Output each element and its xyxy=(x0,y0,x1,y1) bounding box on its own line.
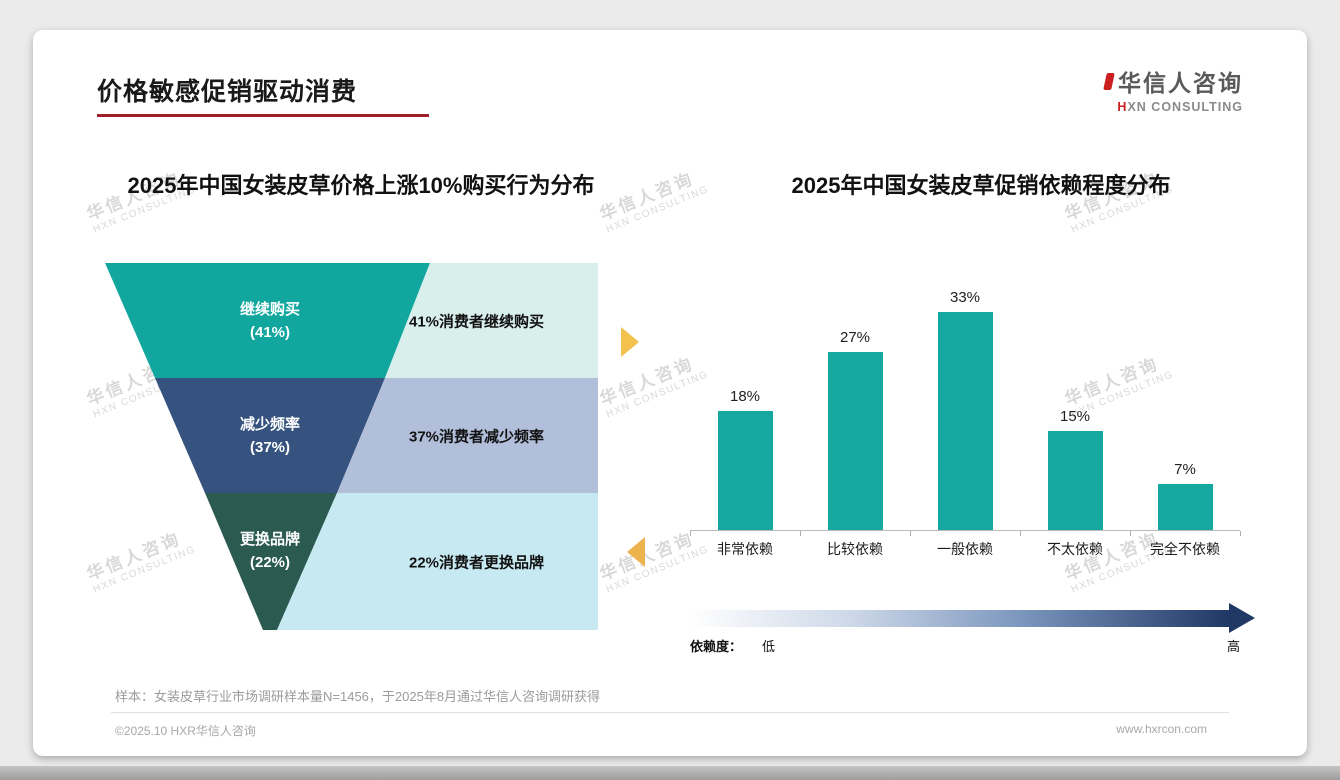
bar-group: 27% xyxy=(800,329,910,530)
funnel-row-reduce: 减少频率 (37%) 37%消费者减少频率 xyxy=(105,378,598,493)
funnel-segment-name: 减少频率 xyxy=(239,415,300,433)
funnel-segment-label: 减少频率 (37%) xyxy=(155,412,385,459)
funnel-annotation-label: 22%消费者更换品牌 xyxy=(408,554,545,571)
logo-name-cn: 华信人咨询 xyxy=(1118,70,1243,96)
logo-mark-icon xyxy=(1103,72,1115,90)
footer-copyright: ©2025.10 HXR华信人咨询 xyxy=(115,724,256,738)
dependency-gradient-arrow xyxy=(690,603,1255,633)
funnel-segment-label: 更换品牌 (22%) xyxy=(205,527,337,574)
dependency-axis-title: 依赖度： xyxy=(690,639,743,654)
funnel-segment-name: 继续购买 xyxy=(239,300,300,318)
connector-arrow-left-icon xyxy=(627,537,645,567)
funnel-annotation-label: 41%消费者继续购买 xyxy=(408,313,545,330)
axis-tick xyxy=(690,531,691,536)
dependency-axis-labels: 依赖度： 低 高 xyxy=(690,636,1240,655)
bar-group: 15% xyxy=(1020,408,1130,530)
bottom-strip xyxy=(0,766,1340,780)
axis-tick xyxy=(1020,531,1021,536)
bar xyxy=(1047,431,1103,530)
logo-name-en: HXN CONSULTING xyxy=(1117,100,1243,114)
funnel-annotation-label: 37%消费者减少频率 xyxy=(408,428,545,445)
funnel-segment-pct: (37%) xyxy=(249,438,290,456)
funnel-segment-pct: (22%) xyxy=(249,553,290,571)
slide-card: 华信人咨询 HXN CONSULTING 华信人咨询 HXN CONSULTING 华信… xyxy=(33,30,1307,756)
funnel-row-continue: 继续购买 (41%) 41%消费者继续购买 xyxy=(105,263,598,378)
footer-divider xyxy=(111,712,1229,713)
bar-value-label: 7% xyxy=(1174,460,1196,478)
bar-value-label: 18% xyxy=(729,388,761,406)
dependency-high-label: 高 xyxy=(1226,639,1240,654)
footer-website-link[interactable]: www.hxrcon.com xyxy=(1116,722,1207,736)
bar-category-label: 完全不依赖 xyxy=(1150,541,1220,557)
bar-value-label: 27% xyxy=(839,328,871,346)
funnel-segment-name: 更换品牌 xyxy=(239,530,300,548)
sample-note: 样本：女装皮草行业市场调研样本量N=1456，于2025年8月通过华信人咨询调研… xyxy=(115,689,601,704)
bar-value-label: 15% xyxy=(1059,408,1091,425)
dependency-low-group: 依赖度： 低 xyxy=(690,636,775,655)
funnel-chart-title: 2025年中国女装皮草价格上涨10%购买行为分布 xyxy=(127,173,595,198)
bar xyxy=(717,411,773,530)
funnel-segment-label: 继续购买 (41%) xyxy=(105,297,430,344)
bar-category-label: 不太依赖 xyxy=(1047,541,1103,557)
axis-tick xyxy=(800,531,801,536)
funnel-chart: 继续购买 (41%) 41%消费者继续购买 减少频率 (37%) 37%消费者减… xyxy=(105,263,598,630)
funnel-annotation-box-switch: 22%消费者更换品牌 xyxy=(277,493,598,630)
bars-row: 18% 27% 33% 15% 7% xyxy=(690,270,1240,530)
brand-logo: 华信人咨询 HXN CONSULTING xyxy=(1103,64,1243,114)
title-underline xyxy=(97,114,429,117)
funnel-annotation-box-reduce: 37%消费者减少频率 xyxy=(337,378,598,493)
bar-group: 7% xyxy=(1130,461,1240,530)
logo-row: 华信人咨询 xyxy=(1103,64,1243,98)
connector-arrow-right-icon xyxy=(621,327,639,357)
bar-value-label: 33% xyxy=(949,289,981,307)
page-title: 价格敏感促销驱动消费 xyxy=(97,78,358,106)
bar-chart-title: 2025年中国女装皮草促销依赖程度分布 xyxy=(791,173,1171,198)
bar-chart-axis xyxy=(690,530,1241,536)
axis-tick xyxy=(910,531,911,536)
dependency-low-label: 低 xyxy=(762,639,776,654)
bar-category-label: 非常依赖 xyxy=(717,541,773,557)
bar xyxy=(1157,483,1213,530)
funnel-segment-pct: (41%) xyxy=(249,323,290,341)
bar-group: 18% xyxy=(690,388,800,530)
bar-group: 33% xyxy=(910,289,1020,530)
funnel-row-switch: 更换品牌 (22%) 22%消费者更换品牌 xyxy=(105,493,598,630)
gradient-bar xyxy=(690,609,1229,627)
bar-category-label: 一般依赖 xyxy=(937,541,993,557)
gradient-arrowhead-icon xyxy=(1229,603,1255,633)
bar-category-label: 比较依赖 xyxy=(827,541,883,557)
bar xyxy=(827,351,883,530)
axis-tick xyxy=(1130,531,1131,536)
bar-categories-row: 非常依赖 比较依赖 一般依赖 不太依赖 完全不依赖 xyxy=(690,539,1240,559)
axis-tick xyxy=(1240,531,1241,536)
bar xyxy=(937,312,993,530)
funnel-segment-continue: 继续购买 (41%) xyxy=(105,263,430,378)
